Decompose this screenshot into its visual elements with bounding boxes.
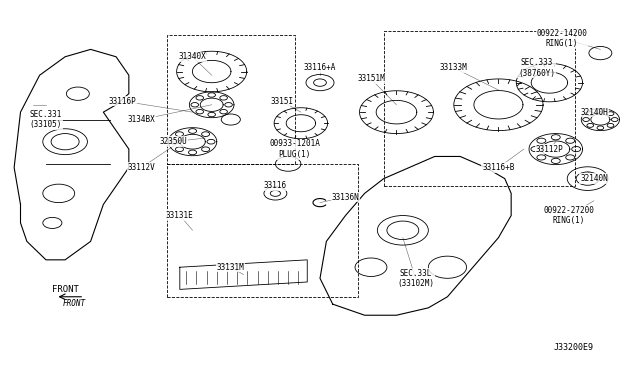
Text: 33131E: 33131E	[166, 211, 194, 220]
Text: 31340X: 31340X	[179, 52, 207, 61]
Text: SEC.333
(38760Y): SEC.333 (38760Y)	[518, 58, 555, 77]
Text: 00933-1201A
PLUG(1): 00933-1201A PLUG(1)	[269, 140, 320, 159]
Text: FRONT: FRONT	[63, 299, 86, 308]
Text: 33116+A: 33116+A	[304, 63, 336, 72]
Text: 33116+B: 33116+B	[482, 163, 515, 172]
Text: SEC.331
(33105): SEC.331 (33105)	[30, 110, 62, 129]
Text: SEC.33L
(33102M): SEC.33L (33102M)	[397, 269, 434, 288]
Text: 3315I: 3315I	[270, 97, 293, 106]
Text: 33136N: 33136N	[332, 193, 360, 202]
Text: 33112P: 33112P	[536, 145, 563, 154]
Text: 32350U: 32350U	[159, 137, 188, 146]
Text: 32140N: 32140N	[580, 174, 608, 183]
Text: 00922-27200
RING(1): 00922-27200 RING(1)	[543, 206, 594, 225]
Text: J33200E9: J33200E9	[554, 343, 594, 352]
Text: 33133M: 33133M	[440, 63, 468, 72]
Text: 33116P: 33116P	[109, 97, 136, 106]
Text: 33151M: 33151M	[357, 74, 385, 83]
Text: 33116: 33116	[264, 182, 287, 190]
Text: 33112V: 33112V	[128, 163, 156, 172]
Text: 33131M: 33131M	[217, 263, 244, 272]
Text: 00922-14200
RING(1): 00922-14200 RING(1)	[537, 29, 588, 48]
Text: FRONT: FRONT	[52, 285, 79, 294]
Text: 32140H: 32140H	[580, 108, 608, 117]
Text: 3134BX: 3134BX	[128, 115, 156, 124]
